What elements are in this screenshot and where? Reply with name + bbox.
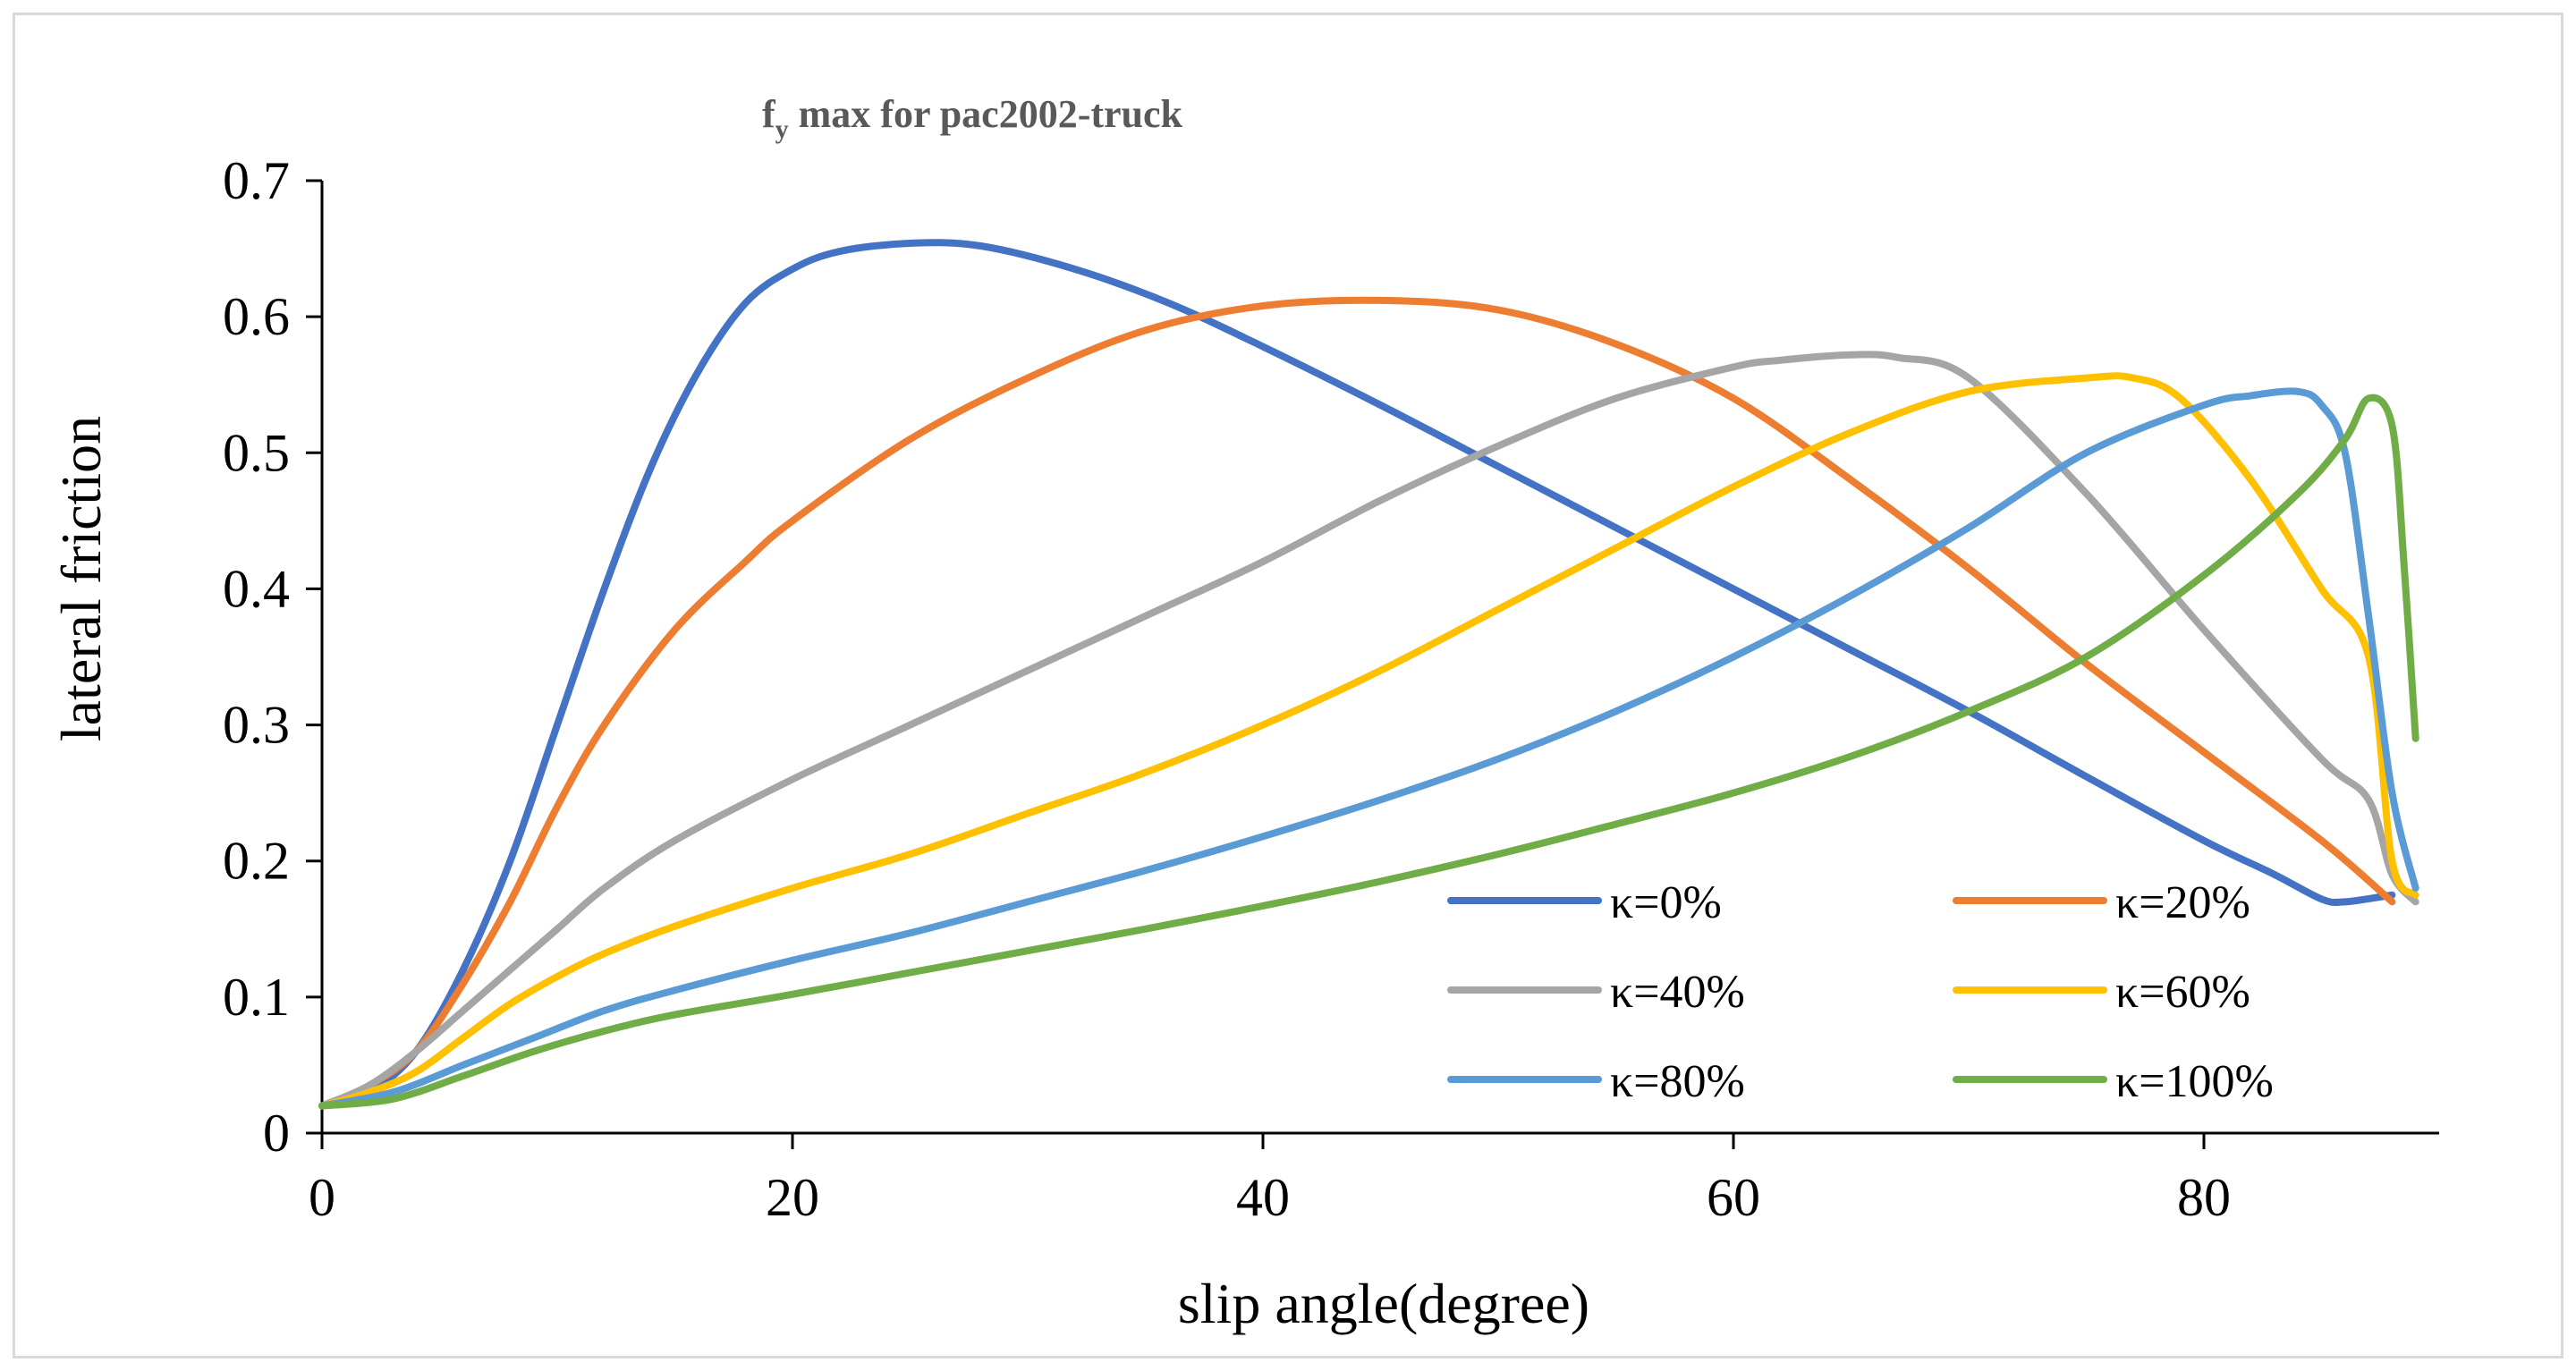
chart-svg: fy max for pac2002-truck lateral frictio… <box>49 92 2439 1335</box>
x-tick-label: 40 <box>1236 1168 1290 1227</box>
x-tick-label: 60 <box>1707 1168 1760 1227</box>
x-tick-label: 20 <box>766 1168 819 1227</box>
legend-label-1: κ=20% <box>2115 877 2250 928</box>
chart-title-subscript: y <box>775 114 789 144</box>
y-tick-label: 0.2 <box>223 832 290 891</box>
legend: κ=0% κ=20% κ=40% κ=60% κ=80% κ=100% <box>1447 877 2274 1107</box>
series-line-2 <box>318 351 2419 1110</box>
legend-label-4: κ=80% <box>1610 1056 1745 1107</box>
chart-title: fy max for pac2002-truck <box>762 92 1183 144</box>
legend-label-2: κ=40% <box>1610 967 1745 1018</box>
chart-frame: fy max for pac2002-truck lateral frictio… <box>13 13 2563 1358</box>
y-tick-label: 0.5 <box>223 423 290 482</box>
series-line-5 <box>318 394 2419 1110</box>
series-line-0 <box>318 239 2396 1110</box>
axes: 0 0.1 0.2 0.3 0.4 0.5 0.6 0.7 0 20 40 60 80 <box>223 151 2439 1227</box>
y-tick-label: 0.3 <box>223 696 290 755</box>
y-tick-label: 0.7 <box>223 151 290 210</box>
x-tick-label: 80 <box>2177 1168 2231 1227</box>
series-line-4 <box>318 387 2419 1110</box>
legend-label-0: κ=0% <box>1610 877 1722 928</box>
series-line-3 <box>318 372 2419 1110</box>
x-axis-label: slip angle(degree) <box>1178 1272 1589 1335</box>
y-tick-label: 0.1 <box>223 968 290 1027</box>
chart-title-base: f <box>762 92 776 136</box>
x-tick-label: 0 <box>309 1168 335 1227</box>
series-line-1 <box>318 296 2396 1110</box>
y-tick-label: 0.4 <box>223 559 290 618</box>
y-tick-label: 0.6 <box>223 287 290 346</box>
legend-label-5: κ=100% <box>2115 1056 2274 1107</box>
y-axis-label: lateral friction <box>49 416 113 741</box>
series-lines <box>318 239 2419 1110</box>
chart-title-rest: max for pac2002-truck <box>789 92 1183 136</box>
y-tick-label: 0 <box>263 1104 290 1163</box>
legend-label-3: κ=60% <box>2115 967 2250 1018</box>
